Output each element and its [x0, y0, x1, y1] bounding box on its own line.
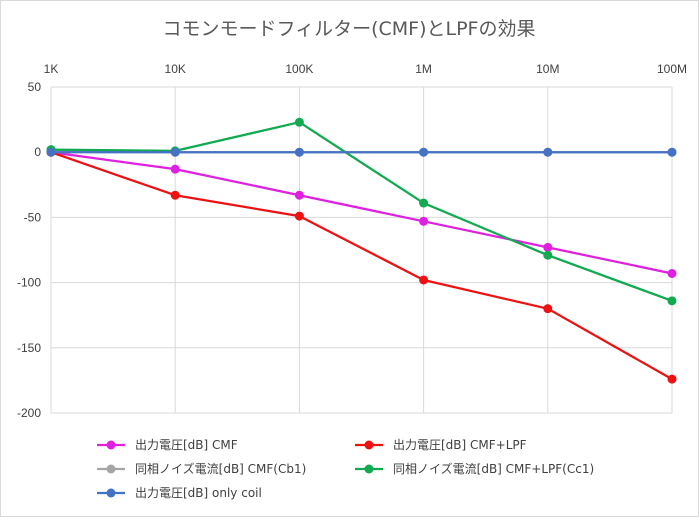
x-tick-label: 100M — [657, 62, 687, 76]
data-point — [667, 268, 677, 278]
series-4 — [46, 117, 677, 306]
data-point — [667, 296, 677, 306]
legend-entry: 同相ノイズ電流[dB] CMF(Cb1) — [97, 461, 306, 476]
data-point — [170, 147, 180, 157]
legend-entry: 出力電圧[dB] CMF — [97, 438, 238, 452]
axes: 50 0 -50 -100 -150 -200 1K 10K 100K 1M 10M 100M — [17, 62, 687, 420]
data-point — [667, 147, 677, 157]
data-point — [543, 304, 553, 314]
y-tick-label: -100 — [17, 276, 41, 290]
legend-label: 出力電圧[dB] CMF — [135, 438, 238, 452]
data-point — [419, 216, 429, 226]
y-tick-label: -200 — [17, 406, 41, 420]
y-tick-label: -50 — [24, 210, 42, 224]
legend-entry: 出力電圧[dB] CMF+LPF — [355, 438, 527, 452]
legend-marker — [364, 464, 374, 474]
x-tick-label: 1K — [44, 62, 59, 76]
data-point — [294, 117, 304, 127]
series-line — [50, 151, 673, 381]
data-point — [46, 147, 56, 157]
data-point — [543, 242, 553, 252]
grid-lines — [50, 86, 673, 414]
data-point — [543, 147, 553, 157]
series-line — [50, 151, 673, 275]
legend-label: 出力電圧[dB] CMF+LPF — [393, 438, 527, 452]
data-point — [294, 190, 304, 200]
series-layer — [46, 117, 677, 384]
x-tick-label: 10M — [536, 62, 559, 76]
data-point — [170, 164, 180, 174]
data-point — [419, 198, 429, 208]
x-tick-label: 10K — [165, 62, 186, 76]
data-point — [294, 147, 304, 157]
legend-marker — [106, 488, 116, 498]
data-point — [294, 211, 304, 221]
data-point — [543, 250, 553, 260]
legend-marker — [364, 440, 374, 450]
data-point — [667, 374, 677, 384]
series-2 — [46, 147, 677, 384]
data-point — [419, 275, 429, 285]
y-tick-label: 0 — [34, 145, 41, 159]
y-tick-label: 50 — [28, 80, 42, 94]
x-tick-label: 100K — [285, 62, 313, 76]
legend-label: 同相ノイズ電流[dB] CMF+LPF(Cc1) — [393, 461, 594, 476]
legend-marker — [106, 464, 116, 474]
series-1 — [46, 147, 677, 278]
legend-label: 出力電圧[dB] only coil — [135, 486, 262, 500]
series-line — [50, 121, 673, 302]
data-point — [419, 147, 429, 157]
legend: 出力電圧[dB] CMF 出力電圧[dB] CMF+LPF 同相ノイズ電流[dB] … — [97, 438, 594, 500]
data-point — [170, 190, 180, 200]
legend-entry: 出力電圧[dB] only coil — [97, 486, 262, 500]
chart-title: コモンモードフィルター(CMF)とLPFの効果 — [162, 18, 535, 40]
legend-entry: 同相ノイズ電流[dB] CMF+LPF(Cc1) — [355, 461, 594, 476]
legend-label: 同相ノイズ電流[dB] CMF(Cb1) — [135, 461, 306, 476]
y-tick-label: -150 — [17, 341, 41, 355]
x-tick-label: 1M — [415, 62, 432, 76]
series-5 — [46, 147, 677, 157]
legend-marker — [106, 440, 116, 450]
